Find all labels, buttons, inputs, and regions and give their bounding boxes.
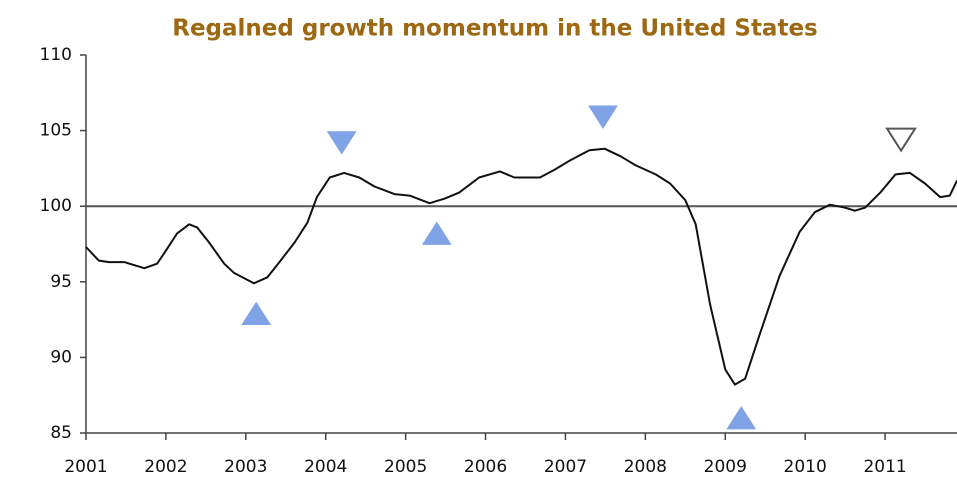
y-tick-label: 105 [40,121,72,141]
y-tick-label: 110 [40,45,72,65]
y-tick-label: 90 [50,347,72,367]
x-tick-label: 2007 [544,457,587,477]
turning-point-marker [241,301,272,326]
x-tick-label: 2003 [224,457,267,477]
y-tick-label: 95 [50,272,72,292]
turning-point-marker [421,221,452,245]
turning-point-marker [588,105,618,129]
x-tick-label: 2001 [64,457,107,477]
data-line [85,147,957,386]
x-tick-label: 2009 [704,457,747,477]
chart-title: Regalned growth momentum in the United S… [172,16,818,42]
x-tick-label: 2008 [624,457,667,477]
x-tick-label: 2010 [784,457,827,477]
turning-point-marker [726,405,757,430]
y-tick-label: 100 [40,196,72,216]
x-tick-label: 2002 [144,457,187,477]
turning-point-marker [326,131,357,155]
x-tick-label: 2006 [464,457,507,477]
x-tick-label: 2004 [304,457,347,477]
turning-point-marker [885,127,917,153]
y-tick-label: 85 [50,423,72,443]
x-tick-label: 2005 [384,457,427,477]
x-tick-label: 2011 [863,457,906,477]
